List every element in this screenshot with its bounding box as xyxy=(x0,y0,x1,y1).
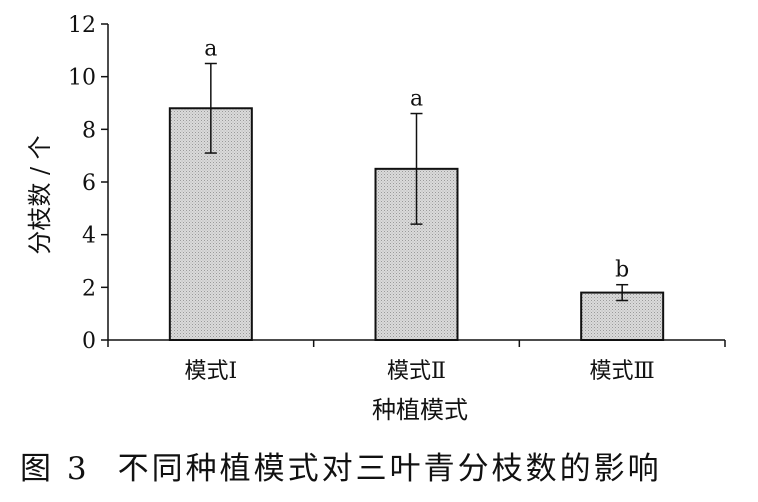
y-tick-label: 0 xyxy=(82,329,96,354)
significance-label: a xyxy=(204,37,217,62)
tick-labels: 0 2 4 6 8 10 12 a 模式Ⅰ a 模式Ⅱ b 模式Ⅲ xyxy=(68,13,655,384)
y-axis-label: 分枝数 / 个 xyxy=(26,135,54,254)
figure-caption-text: 不同种植模式对三叶青分枝数的影响 xyxy=(117,451,662,487)
y-tick-label: 10 xyxy=(68,66,96,91)
x-tick-label: 模式Ⅱ xyxy=(387,359,446,384)
significance-label: b xyxy=(615,258,629,283)
x-tick-label: 模式Ⅲ xyxy=(590,359,655,384)
y-tick-label: 6 xyxy=(82,171,96,196)
x-tick-label: 模式Ⅰ xyxy=(184,359,237,384)
bar-chart: 0 2 4 6 8 10 12 a 模式Ⅰ a 模式Ⅱ b 模式Ⅲ 分枝数 / 个 种植模式 xyxy=(26,13,726,424)
figure-caption: 图 3 不同种植模式对三叶青分枝数的影响 xyxy=(20,444,750,494)
bar xyxy=(168,107,253,342)
y-tick-label: 12 xyxy=(68,13,96,38)
error-bars xyxy=(204,62,629,302)
figure-number: 图 3 xyxy=(20,451,90,487)
x-axis-label: 种植模式 xyxy=(372,396,468,424)
significance-label: a xyxy=(410,87,423,112)
y-tick-label: 2 xyxy=(82,276,96,301)
y-tick-label: 4 xyxy=(82,224,96,249)
y-tick-label: 8 xyxy=(82,118,96,143)
bar xyxy=(374,167,459,341)
